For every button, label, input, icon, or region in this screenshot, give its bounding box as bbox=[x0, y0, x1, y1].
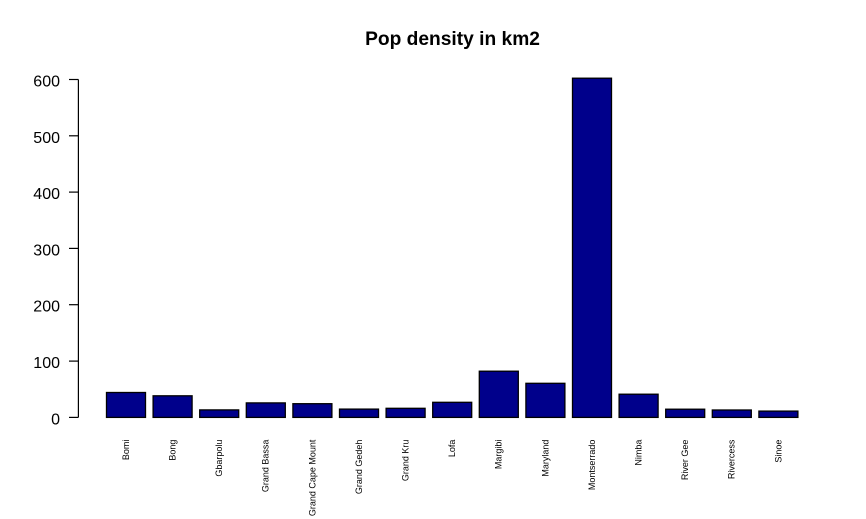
svg-text:Gbarpolu: Gbarpolu bbox=[214, 440, 224, 477]
svg-text:500: 500 bbox=[33, 130, 60, 147]
svg-text:Montserrado: Montserrado bbox=[587, 440, 597, 491]
svg-text:Bomi: Bomi bbox=[121, 440, 131, 461]
svg-text:200: 200 bbox=[33, 299, 60, 316]
svg-text:600: 600 bbox=[33, 74, 60, 91]
svg-text:Margibi: Margibi bbox=[494, 440, 504, 470]
svg-text:Grand Kru: Grand Kru bbox=[400, 440, 410, 482]
svg-text:River Gee: River Gee bbox=[680, 440, 690, 481]
svg-text:Bong: Bong bbox=[167, 440, 177, 461]
svg-text:Lofa: Lofa bbox=[447, 440, 457, 458]
svg-text:Grand Cape Mount: Grand Cape Mount bbox=[307, 439, 317, 516]
svg-text:Nimba: Nimba bbox=[633, 440, 643, 466]
svg-text:Pop density in km2: Pop density in km2 bbox=[365, 29, 540, 50]
svg-text:400: 400 bbox=[33, 186, 60, 203]
svg-text:Grand Gedeh: Grand Gedeh bbox=[354, 440, 364, 495]
svg-text:0: 0 bbox=[51, 411, 60, 428]
svg-text:Grand Bassa: Grand Bassa bbox=[261, 440, 271, 493]
svg-text:300: 300 bbox=[33, 242, 60, 259]
svg-text:Rivercess: Rivercess bbox=[727, 439, 737, 479]
svg-text:100: 100 bbox=[33, 355, 60, 372]
svg-text:Maryland: Maryland bbox=[540, 440, 550, 477]
svg-text:Sinoe: Sinoe bbox=[773, 440, 783, 463]
